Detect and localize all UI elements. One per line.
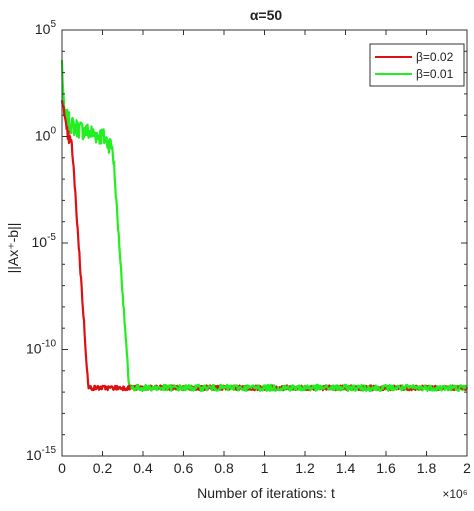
legend-label: β=0.02 [416,50,454,64]
x-tick-label: 1.8 [417,460,437,476]
y-tick-label: 10-5 [32,232,57,250]
x-tick-label: 0 [58,460,66,476]
x-tick-label: 0.2 [93,460,113,476]
x-tick-label: 0.6 [174,460,194,476]
series-line-beta-0-01-tail [129,383,468,392]
legend: β=0.02 β=0.01 [369,43,465,87]
legend-label: β=0.01 [416,67,454,81]
x-tick-label: 1.6 [376,460,396,476]
legend-box [369,43,465,87]
y-tick-exponent: 0 [50,126,56,137]
y-tick-base: 10 [35,128,51,144]
x-tick-label: 1 [261,460,269,476]
x-tick-label: 2 [463,460,471,476]
y-tick-label: 100 [35,126,57,144]
x-tick-label: 1.4 [336,460,356,476]
x-tick-label: 0.4 [133,460,153,476]
x-axis-multiplier: ×10⁶ [442,487,467,501]
y-tick-base: 10 [35,21,51,37]
y-tick-exponent: 5 [50,19,56,30]
y-tick-exponent: -5 [47,232,56,243]
y-tick-label: 10-15 [26,445,56,463]
y-tick-base: 10 [26,341,42,357]
series-layer [60,60,469,392]
axes: 0 0.2 0.4 0.6 0.8 1 1.2 1.4 1.6 1.8 210510010-510-… [26,19,471,476]
y-tick-label: 105 [35,19,57,37]
y-tick-exponent: -15 [42,445,57,456]
y-tick-exponent: -10 [42,339,57,350]
x-tick-label: 0.8 [214,460,234,476]
y-tick-base: 10 [26,447,42,463]
x-axis-label: Number of iterations: t [197,485,335,501]
chart-title: α=50 [250,7,283,23]
x-tick-label: 1.2 [295,460,315,476]
y-axis-label: ||Ax⁺-b|| [5,223,21,274]
plot-area [62,30,467,456]
plot-background [62,30,467,456]
y-tick-label: 10-10 [26,339,56,357]
y-tick-base: 10 [32,234,48,250]
